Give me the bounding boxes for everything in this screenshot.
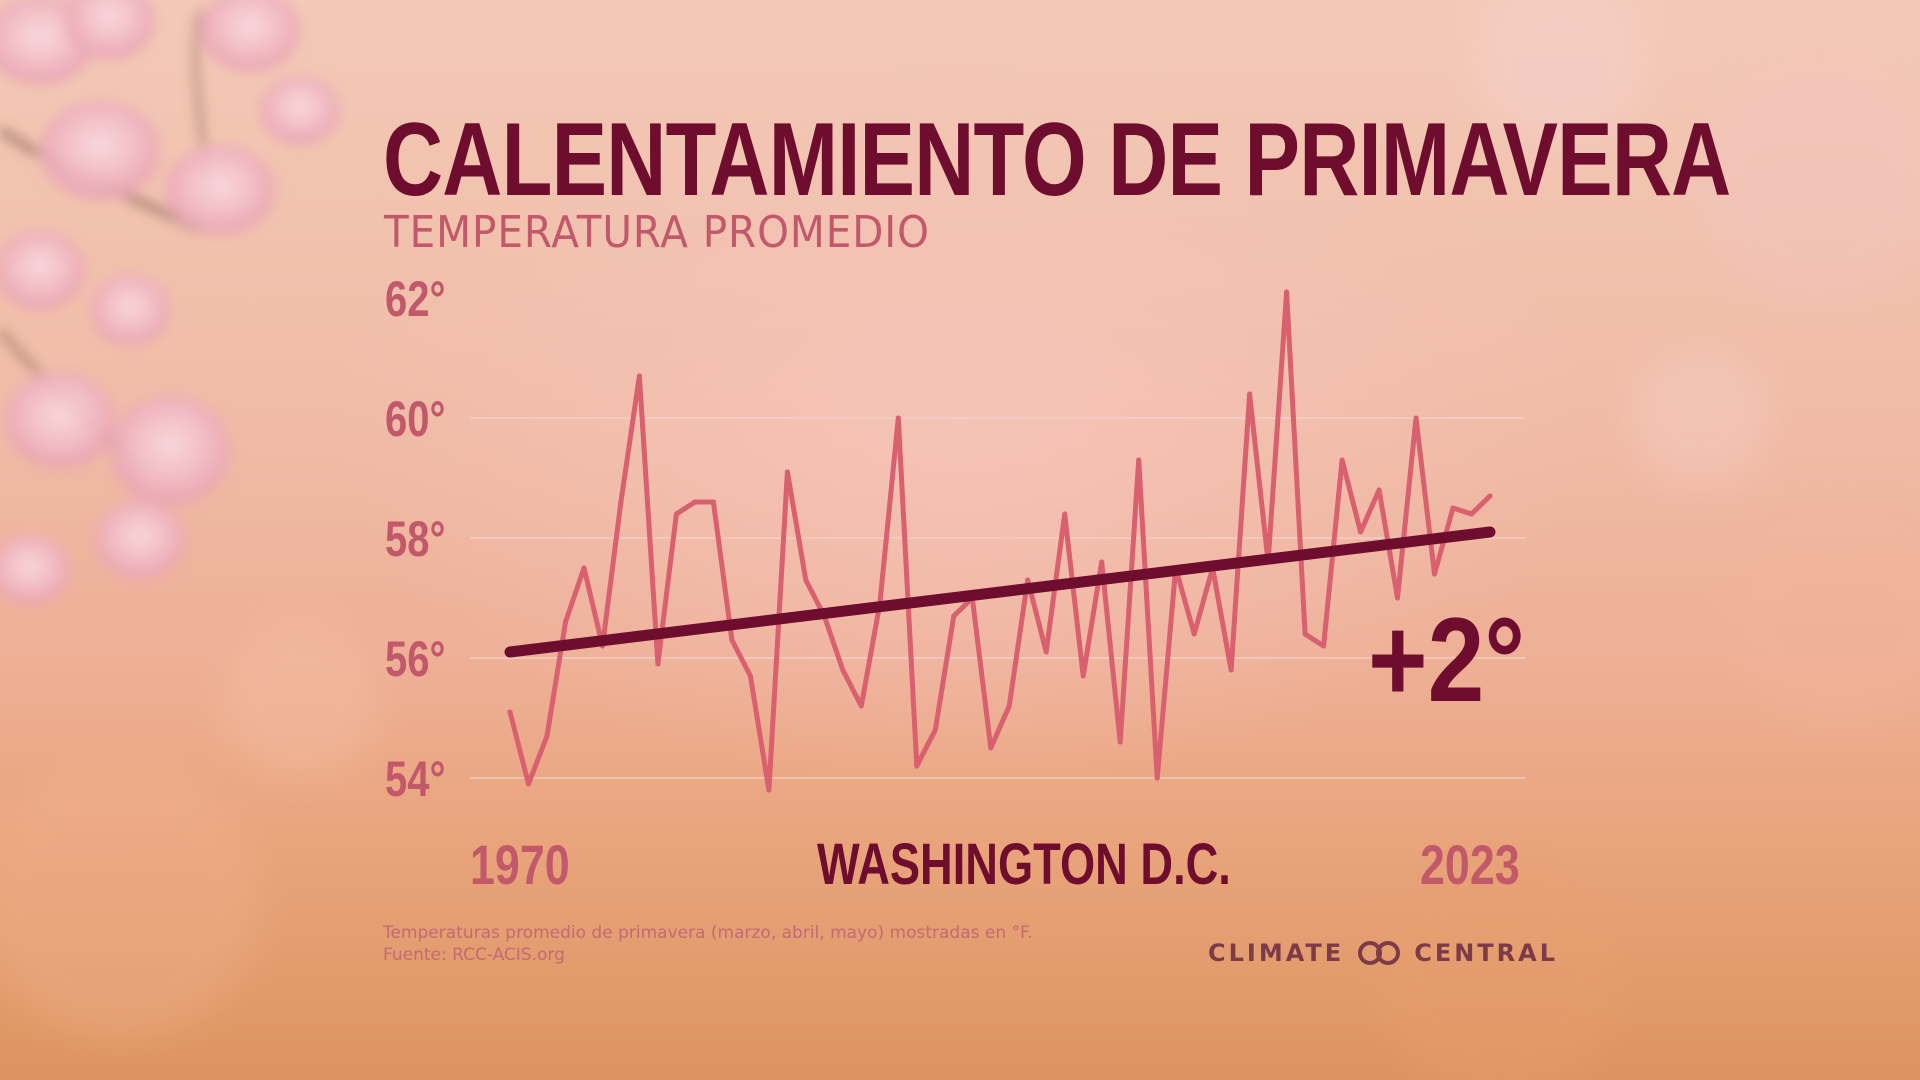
y-tick-label: 60° bbox=[385, 391, 445, 447]
data-point bbox=[1025, 577, 1031, 583]
data-point bbox=[1099, 559, 1105, 565]
climate-central-logo: CLIMATE CENTRAL bbox=[1208, 935, 1558, 971]
data-point bbox=[1247, 391, 1253, 397]
data-point bbox=[895, 415, 901, 421]
data-point bbox=[766, 787, 772, 793]
cherry-blossom-branches bbox=[0, 0, 340, 605]
temperature-series-line bbox=[507, 289, 1493, 793]
data-point bbox=[1284, 289, 1290, 295]
data-point bbox=[1080, 673, 1086, 679]
y-tick-label: 54° bbox=[385, 751, 445, 807]
data-point bbox=[655, 661, 661, 667]
data-point bbox=[1450, 505, 1456, 511]
x-axis-start-label: 1970 bbox=[470, 833, 570, 896]
climate-central-rings-icon bbox=[1358, 941, 1401, 965]
data-point bbox=[1006, 703, 1012, 709]
footnote: Temperaturas promedio de primavera (marz… bbox=[383, 922, 1033, 966]
data-point bbox=[1302, 631, 1308, 637]
data-point bbox=[803, 577, 809, 583]
grid-lines bbox=[470, 417, 1525, 779]
data-point bbox=[618, 499, 624, 505]
data-point bbox=[673, 511, 679, 517]
data-point bbox=[1339, 457, 1345, 463]
temperature-points bbox=[507, 289, 1493, 793]
data-point bbox=[951, 613, 957, 619]
chart-title: CALENTAMIENTO DE PRIMAVERA bbox=[383, 102, 1731, 218]
data-point bbox=[1136, 457, 1142, 463]
data-point bbox=[914, 763, 920, 769]
brand-left-word: CLIMATE bbox=[1208, 939, 1345, 967]
data-point bbox=[1487, 493, 1493, 499]
temperature-change-label: +2° bbox=[1368, 593, 1526, 727]
data-point bbox=[636, 373, 642, 379]
data-point bbox=[1469, 511, 1475, 517]
data-point bbox=[562, 619, 568, 625]
data-point bbox=[692, 499, 698, 505]
data-point bbox=[1358, 529, 1364, 535]
data-point bbox=[1228, 667, 1234, 673]
data-point bbox=[581, 565, 587, 571]
data-point bbox=[544, 733, 550, 739]
data-point bbox=[525, 781, 531, 787]
data-point bbox=[729, 637, 735, 643]
y-tick-label: 62° bbox=[385, 271, 445, 327]
data-point bbox=[747, 673, 753, 679]
data-point bbox=[1154, 775, 1160, 781]
data-point bbox=[1117, 739, 1123, 745]
trend-line bbox=[504, 526, 1496, 658]
data-point bbox=[507, 709, 513, 715]
data-point bbox=[932, 727, 938, 733]
footnote-source: Fuente: RCC-ACIS.org bbox=[383, 945, 565, 965]
y-tick-label: 58° bbox=[385, 511, 445, 567]
footnote-description: Temperaturas promedio de primavera (marz… bbox=[383, 923, 1033, 943]
data-point bbox=[1413, 415, 1419, 421]
data-point bbox=[1321, 643, 1327, 649]
x-axis-end-label: 2023 bbox=[1420, 833, 1520, 896]
brand-right-word: CENTRAL bbox=[1414, 939, 1559, 967]
data-point bbox=[1062, 511, 1068, 517]
data-point bbox=[710, 499, 716, 505]
data-point bbox=[784, 469, 790, 475]
data-point bbox=[840, 667, 846, 673]
data-point bbox=[858, 703, 864, 709]
data-point bbox=[988, 745, 994, 751]
location-label: WASHINGTON D.C. bbox=[817, 832, 1231, 897]
y-tick-labels: 54° 56° 58° 60° 62° bbox=[385, 271, 445, 807]
data-point bbox=[1043, 649, 1049, 655]
data-point bbox=[1432, 571, 1438, 577]
data-point bbox=[1191, 631, 1197, 637]
data-point bbox=[1376, 487, 1382, 493]
y-tick-label: 56° bbox=[385, 631, 445, 687]
data-point bbox=[1395, 595, 1401, 601]
chart-subtitle: TEMPERATURA PROMEDIO bbox=[384, 207, 930, 258]
